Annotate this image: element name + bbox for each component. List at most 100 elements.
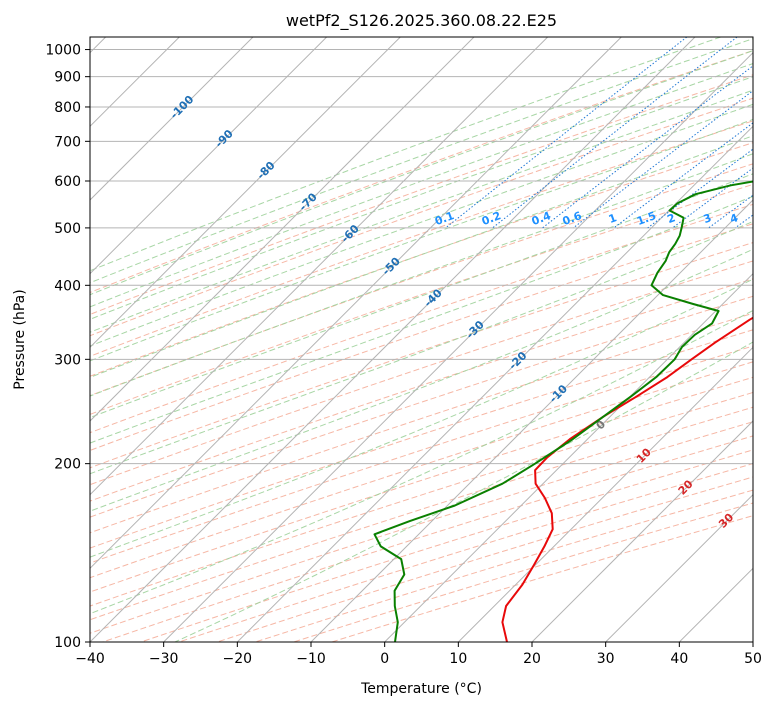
y-axis-ticks: 100 200 300 400 500 600 700 800 900 1000 — [45, 43, 90, 651]
mixing-ratio-label: 4 — [728, 211, 740, 226]
dry-adiabat-line — [90, 391, 753, 607]
mixing-ratio-line — [613, 122, 753, 229]
chart-title: wetPf2_S126.2025.360.08.22.E25 — [286, 11, 557, 31]
moist-adiabat-line — [90, 118, 753, 362]
isotherm-line — [457, 346, 753, 642]
dry-adiabat-line — [90, 345, 753, 564]
x-tick-label: 10 — [449, 651, 467, 667]
isotherm-line — [90, 37, 254, 201]
moist-adiabat-line — [90, 248, 753, 512]
dry-adiabat-line — [90, 163, 753, 397]
x-tick-label: 50 — [744, 651, 762, 667]
x-tick-label: −40 — [75, 651, 105, 667]
y-tick-label: 900 — [54, 70, 81, 86]
mixing-ratio-lines — [445, 37, 753, 229]
y-tick-label: 400 — [54, 278, 81, 294]
isotherm-line — [384, 272, 753, 642]
isotherm-line — [605, 493, 753, 642]
profile-series — [373, 180, 753, 642]
moist-adiabat-line — [90, 37, 721, 272]
mixing-ratio-labels: 0.10.20.40.611.52346810131620253036 — [433, 209, 775, 228]
x-tick-label: 20 — [523, 651, 541, 667]
isotherm-line — [310, 199, 753, 642]
x-tick-label: −30 — [149, 651, 179, 667]
moist-adiabat-line — [90, 76, 753, 320]
x-axis-ticks: −40 −30 −20 −10 0 10 20 30 40 50 — [75, 642, 762, 667]
mixing-ratio-label: 1 — [607, 211, 619, 226]
moist-adiabat-line — [90, 309, 753, 615]
isotherm-line — [90, 37, 328, 275]
isotherms — [90, 37, 753, 642]
y-tick-label: 100 — [54, 635, 81, 651]
plot-area: 0.10.20.40.611.52346810131620253036 -100… — [90, 37, 775, 642]
isotherm-line — [752, 641, 753, 642]
mixing-ratio-label: 2 — [665, 211, 677, 226]
dry-adiabat-line — [90, 74, 753, 316]
mixing-ratio-line — [492, 37, 738, 229]
moist-adiabat-line — [90, 103, 753, 347]
isotherm-line — [678, 567, 753, 642]
dry-adiabat-line — [90, 242, 753, 469]
dry-adiabat-line — [217, 476, 753, 642]
dry-adiabat-line — [90, 329, 753, 549]
dewpoint-profile-line — [373, 180, 753, 642]
dry-adiabat-line — [90, 295, 753, 518]
y-tick-label: 700 — [54, 134, 81, 150]
mixing-ratio-line — [708, 194, 753, 229]
mixing-ratio-label: 0.6 — [561, 209, 584, 228]
mixing-ratio-label: 6 — [767, 211, 775, 226]
x-tick-label: 30 — [597, 651, 615, 667]
dry-adiabats — [90, 50, 753, 642]
moist-adiabat-line — [90, 38, 753, 284]
y-tick-label: 1000 — [45, 43, 81, 59]
isotherm-line — [90, 37, 549, 496]
x-tick-label: −10 — [296, 651, 326, 667]
y-axis-label: Pressure (hPa) — [12, 289, 28, 389]
plot-frame — [89, 36, 754, 643]
moist-adiabat-line — [90, 173, 753, 419]
isotherm-line — [236, 125, 753, 642]
dry-adiabat-line — [90, 50, 753, 294]
dry-adiabat-line — [178, 463, 753, 642]
y-tick-label: 200 — [54, 457, 81, 473]
dry-adiabat-line — [90, 376, 753, 593]
isotherm-line — [163, 51, 753, 642]
isotherm-line — [90, 37, 622, 570]
pressure-gridlines — [90, 49, 753, 642]
mixing-ratio-label: 0.1 — [433, 209, 456, 228]
mixing-ratio-label: 0.4 — [530, 209, 553, 228]
dry-adiabat-line — [90, 278, 753, 502]
y-tick-label: 500 — [54, 221, 81, 237]
x-tick-label: 0 — [380, 651, 389, 667]
isotherm-label: 10 — [634, 445, 654, 465]
mixing-ratio-line — [542, 65, 753, 229]
y-tick-label: 300 — [54, 352, 81, 368]
y-tick-label: 800 — [54, 100, 81, 116]
mixing-ratio-line — [445, 37, 688, 229]
mixing-ratio-line — [734, 214, 753, 229]
mixing-ratio-label: 0.2 — [480, 209, 503, 228]
isotherm-line — [90, 37, 696, 642]
moist-adiabat-line — [90, 63, 753, 308]
moist-adiabat-line — [90, 89, 753, 333]
dry-adiabat-line — [102, 435, 753, 642]
isotherm-line — [90, 37, 401, 349]
temperature-profile-line — [501, 316, 753, 642]
moist-adiabats — [90, 37, 753, 642]
isotherm-line — [90, 37, 475, 422]
mixing-ratio-label: 3 — [702, 211, 714, 226]
dry-adiabat-line — [331, 515, 753, 642]
dry-adiabat-line — [90, 97, 753, 337]
isotherm-line — [531, 420, 753, 642]
moist-adiabat-line — [90, 50, 753, 296]
mixing-ratio-label: 1.5 — [635, 209, 658, 228]
dry-adiabat-line — [90, 203, 753, 434]
dry-adiabat-line — [90, 183, 753, 415]
x-tick-label: −20 — [223, 651, 253, 667]
x-tick-label: 40 — [670, 651, 688, 667]
moist-adiabat-line — [90, 153, 753, 397]
y-tick-label: 600 — [54, 174, 81, 190]
x-axis-label: Temperature (°C) — [360, 681, 482, 697]
